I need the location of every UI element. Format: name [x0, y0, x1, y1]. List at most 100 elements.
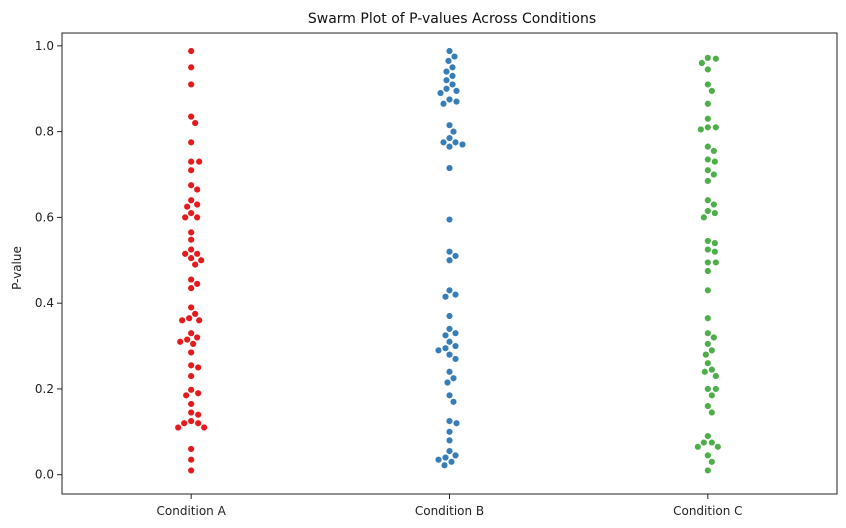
- data-point: [441, 293, 450, 301]
- data-point: [187, 400, 195, 408]
- data-point: [187, 372, 195, 380]
- data-point: [702, 350, 710, 359]
- data-point: [704, 267, 712, 275]
- data-point: [708, 391, 716, 400]
- data-point: [187, 80, 195, 89]
- y-tick-label: 0.8: [35, 125, 54, 139]
- data-point: [445, 447, 454, 455]
- data-point: [187, 254, 195, 262]
- data-point: [445, 338, 454, 346]
- data-point: [187, 466, 195, 475]
- data-point: [445, 350, 454, 359]
- data-point: [712, 123, 720, 132]
- data-point: [193, 213, 201, 222]
- data-point: [712, 258, 720, 267]
- data-point: [704, 385, 712, 393]
- data-point: [181, 213, 189, 222]
- data-point: [178, 316, 186, 325]
- data-point: [704, 142, 712, 151]
- x-tick-label: Condition A: [157, 504, 227, 518]
- data-point: [187, 329, 195, 337]
- data-point: [187, 209, 195, 217]
- data-point: [193, 280, 201, 288]
- data-point: [187, 138, 195, 147]
- data-point: [704, 286, 712, 295]
- y-axis-label: P-value: [10, 246, 24, 290]
- data-point: [451, 451, 460, 460]
- data-point: [450, 52, 459, 61]
- data-point: [445, 164, 454, 172]
- data-point: [191, 260, 199, 269]
- data-point: [712, 385, 720, 393]
- data-point: [194, 410, 202, 419]
- data-point: [451, 252, 460, 260]
- data-point: [704, 451, 712, 460]
- data-point: [183, 202, 191, 211]
- data-point: [711, 239, 719, 247]
- data-point: [447, 458, 456, 466]
- data-point: [441, 331, 450, 340]
- data-point: [704, 196, 712, 204]
- data-point: [700, 213, 708, 222]
- data-point: [708, 365, 716, 374]
- data-point: [445, 215, 454, 224]
- data-point: [194, 363, 202, 372]
- data-point: [434, 455, 443, 464]
- data-point: [445, 256, 454, 264]
- data-point: [439, 138, 448, 147]
- data-point: [445, 312, 454, 320]
- data-point: [704, 432, 712, 440]
- y-tick-label: 1.0: [35, 39, 54, 53]
- data-point: [197, 256, 205, 264]
- data-point: [174, 423, 182, 432]
- y-tick-label: 0.6: [35, 210, 54, 224]
- data-point: [442, 67, 451, 76]
- data-point: [189, 340, 197, 348]
- data-point: [187, 63, 195, 72]
- data-point: [704, 258, 712, 267]
- data-point: [704, 340, 712, 348]
- data-point: [448, 72, 457, 80]
- data-point: [704, 155, 712, 164]
- data-point: [187, 235, 195, 244]
- data-point: [187, 157, 195, 166]
- data-point: [193, 250, 201, 258]
- data-point: [704, 237, 712, 245]
- data-point: [704, 65, 712, 74]
- data-point: [445, 391, 454, 400]
- x-axis: Condition A Condition B Condition C: [157, 494, 743, 518]
- data-point: [195, 316, 203, 325]
- data-point: [445, 134, 454, 142]
- data-point: [711, 248, 719, 256]
- data-point: [193, 185, 201, 194]
- data-point: [187, 417, 195, 425]
- data-point: [191, 119, 199, 127]
- data-point: [445, 436, 454, 445]
- data-point: [187, 361, 195, 370]
- data-point: [704, 123, 712, 132]
- data-point: [704, 245, 712, 254]
- data-point: [180, 419, 188, 427]
- data-point: [452, 97, 461, 106]
- data-point: [187, 386, 195, 394]
- y-tick-label: 0.0: [35, 468, 54, 482]
- x-tick-label: Condition C: [673, 504, 742, 518]
- data-point: [697, 125, 705, 134]
- data-point: [187, 245, 195, 254]
- data-point: [445, 95, 454, 104]
- data-point: [451, 138, 460, 147]
- data-point: [451, 342, 460, 350]
- data-point: [711, 157, 719, 166]
- data-point: [714, 443, 722, 451]
- data-point: [191, 310, 199, 318]
- data-point: [448, 63, 457, 72]
- data-point: [195, 157, 203, 166]
- data-point: [704, 166, 712, 174]
- x-tick-label: Condition B: [415, 504, 484, 518]
- data-point: [448, 80, 457, 89]
- data-point: [442, 85, 451, 93]
- data-point: [194, 389, 202, 397]
- data-point: [441, 453, 450, 462]
- data-point: [200, 423, 208, 432]
